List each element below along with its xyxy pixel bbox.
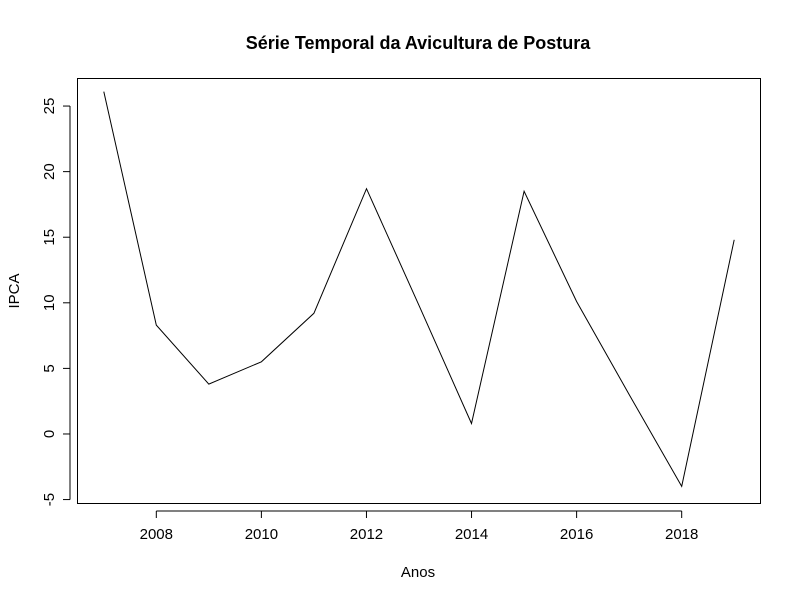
x-tick-label: 2018 xyxy=(665,526,698,543)
y-tick-label: 0 xyxy=(41,430,58,438)
y-axis: -5 0 5 10 15 20 25 xyxy=(41,98,71,506)
plot-area xyxy=(77,78,761,504)
x-tick-label: 2012 xyxy=(350,526,383,543)
series-group xyxy=(103,91,735,488)
y-tick-label: 5 xyxy=(41,364,58,372)
x-tick-label: 2010 xyxy=(245,526,278,543)
y-tick-label: 15 xyxy=(41,229,58,246)
y-tick-label: 20 xyxy=(41,163,58,180)
y-axis-label: IPCA xyxy=(6,273,23,308)
y-tick-label: 25 xyxy=(41,98,58,115)
x-tick-label: 2014 xyxy=(455,526,488,543)
chart-title: Série Temporal da Avicultura de Postura xyxy=(246,33,591,53)
x-axis: 2008 2010 2012 2014 2016 2018 xyxy=(140,510,698,543)
x-tick-label: 2008 xyxy=(140,526,173,543)
x-tick-label: 2016 xyxy=(560,526,593,543)
y-tick-label: -5 xyxy=(41,493,58,506)
series-line xyxy=(103,91,735,488)
y-tick-label: 10 xyxy=(41,294,58,311)
x-axis-label: Anos xyxy=(401,564,435,581)
